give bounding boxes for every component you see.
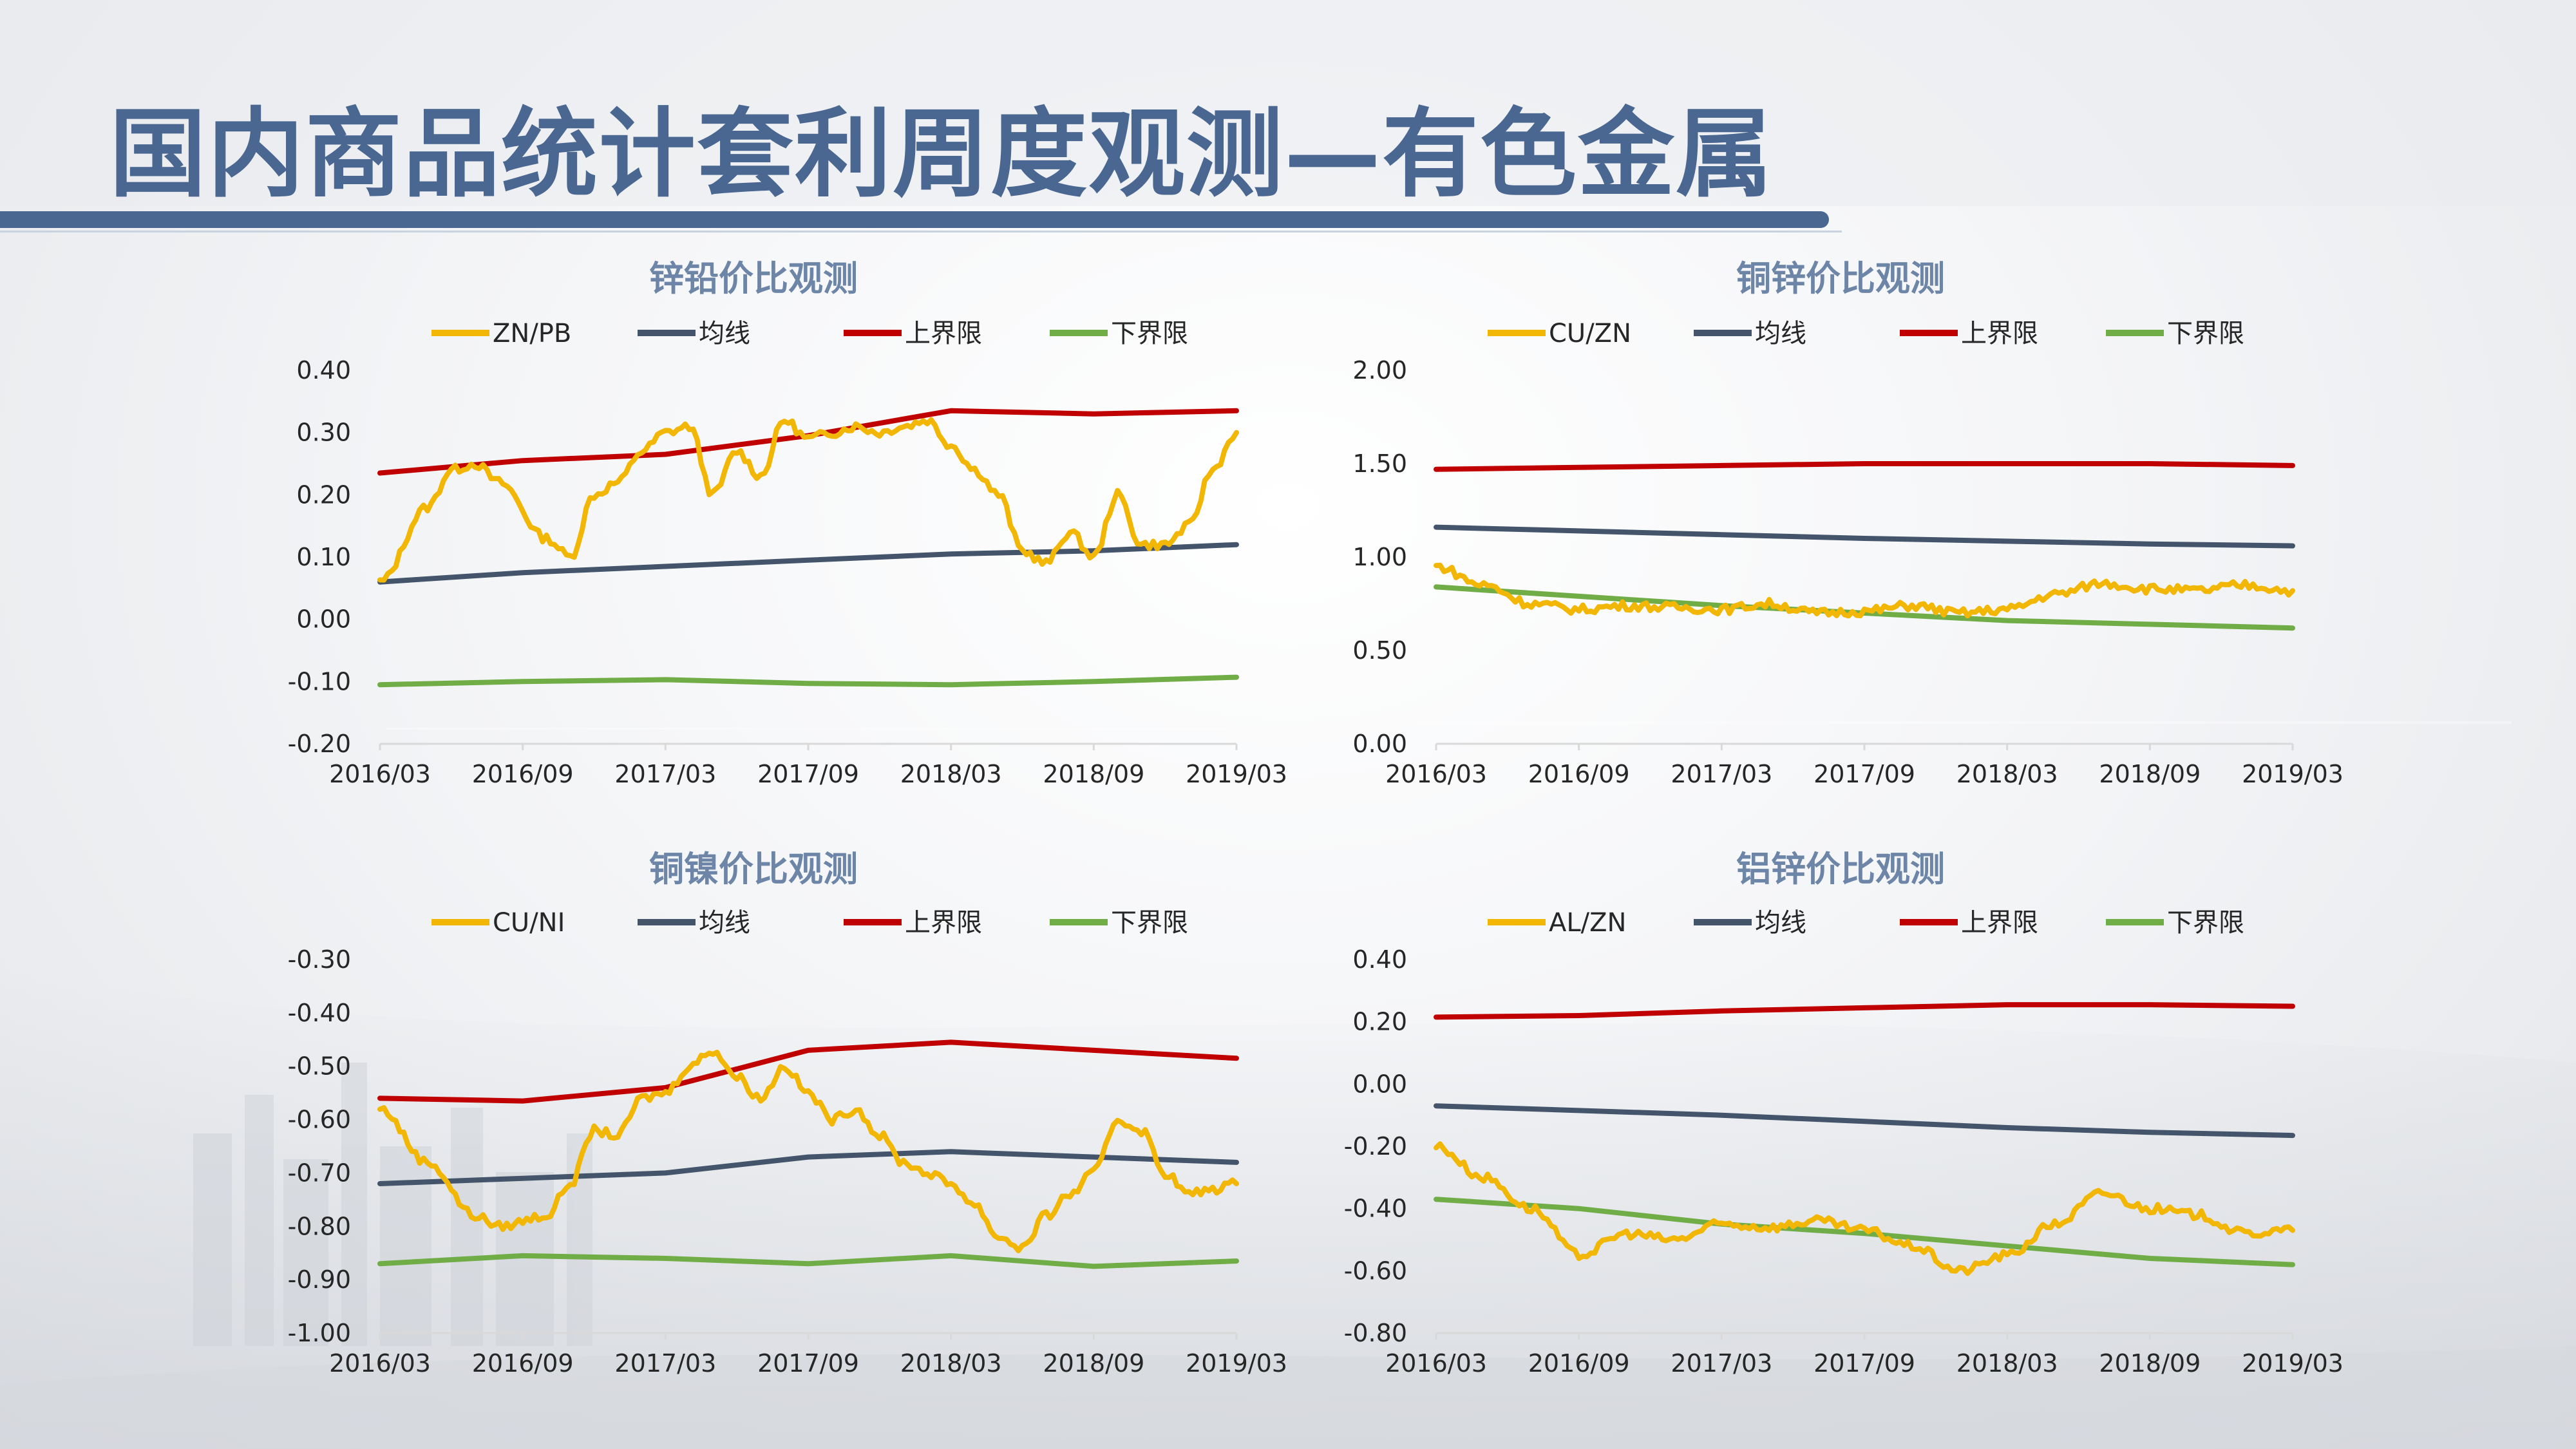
y-tick-label: 2.00: [1352, 356, 1407, 384]
legend-label: 上界限: [1961, 908, 2038, 938]
y-tick-label: -1.00: [288, 1319, 351, 1347]
y-tick-label: 1.00: [1352, 543, 1407, 571]
x-tick-label: 2016/09: [472, 1349, 574, 1378]
y-tick-label: -0.90: [288, 1265, 351, 1294]
series-line-mean: [1434, 1103, 2295, 1139]
series-line-lower: [1434, 1197, 2295, 1267]
series-line-mean: [377, 1149, 1239, 1186]
x-tick-label: 2016/09: [1528, 1349, 1630, 1378]
series-line-upper: [1434, 461, 2295, 472]
x-tick-label: 2017/03: [614, 760, 716, 788]
y-tick-label: 1.50: [1352, 450, 1407, 478]
x-tick-label: 2018/09: [1043, 1349, 1144, 1378]
y-tick-label: 0.40: [296, 356, 351, 384]
x-tick-label: 2016/03: [329, 1349, 431, 1378]
x-tick-label: 2018/03: [900, 1349, 1002, 1378]
legend-label: 均线: [1755, 319, 1806, 348]
x-tick-label: 2016/03: [1385, 760, 1487, 788]
y-tick-label: -0.60: [288, 1106, 351, 1134]
y-tick-label: -0.50: [288, 1052, 351, 1081]
y-tick-label: 0.30: [296, 419, 351, 447]
y-tick-label: -0.20: [1344, 1132, 1407, 1160]
series-line-ratio: [1434, 562, 2295, 619]
y-tick-label: 0.20: [296, 480, 351, 509]
series-line-mean: [1434, 524, 2295, 549]
legend-label: 上界限: [1961, 319, 2038, 348]
x-tick-label: 2019/03: [1186, 760, 1287, 788]
series-line-lower: [377, 674, 1239, 688]
y-tick-label: -0.40: [1344, 1195, 1407, 1223]
x-tick-label: 2018/03: [1956, 1349, 2058, 1378]
chart-cu-zn: CU/ZN 均线 上界限 下界限 2.00 1.50 1.00 0.50 0.002016/03…: [1352, 319, 2344, 788]
x-tick-label: 2019/03: [1186, 1349, 1287, 1378]
chart-title-al-zn: 铝锌价比观测: [1736, 849, 1945, 889]
legend-label: 均线: [699, 908, 750, 938]
x-tick-label: 2017/03: [1671, 760, 1772, 788]
legend-label: ZN/PB: [493, 319, 571, 348]
x-tick-label: 2017/03: [1671, 1349, 1772, 1378]
chart-zn-pb: ZN/PB 均线 上界限 下界限 0.40 0.30 0.20 0.10 0.00 -0.10 -0…: [288, 319, 1287, 788]
title-underline-bar: [0, 211, 1829, 228]
y-tick-label: 0.20: [1352, 1008, 1407, 1036]
legend-label: 上界限: [905, 908, 982, 938]
series-line-upper: [377, 408, 1239, 476]
title-underline-rule: [0, 231, 1842, 232]
y-tick-label: -0.70: [288, 1159, 351, 1187]
x-tick-label: 2016/09: [1528, 760, 1630, 788]
chart-title-cu-zn: 铜锌价比观测: [1736, 258, 1945, 299]
legend-label: 均线: [1755, 908, 1806, 938]
x-tick-label: 2018/03: [900, 760, 1002, 788]
series-line-upper: [1434, 1002, 2295, 1020]
legend-label: CU/ZN: [1549, 319, 1631, 348]
legend-label: 下界限: [2167, 319, 2244, 348]
chart-cu-ni: CU/NI 均线 上界限 下界限 -0.30 -0.40 -0.50 -0.60 -0.70 -0…: [288, 908, 1287, 1378]
y-tick-label: -0.10: [288, 667, 351, 696]
series-line-ratio: [377, 1050, 1239, 1253]
x-tick-label: 2016/09: [472, 760, 574, 788]
x-tick-label: 2018/09: [2099, 760, 2201, 788]
chart-title-cu-ni: 铜镍价比观测: [649, 849, 858, 889]
y-tick-label: 0.40: [1352, 945, 1407, 974]
legend-label: 上界限: [905, 319, 982, 348]
y-tick-label: 0.00: [296, 605, 351, 634]
y-tick-label: 0.00: [1352, 1070, 1407, 1098]
x-tick-label: 2018/09: [2099, 1349, 2201, 1378]
y-tick-label: 0.10: [296, 543, 351, 571]
x-tick-label: 2017/09: [757, 1349, 859, 1378]
chart-title-zn-pb: 锌铅价比观测: [649, 258, 858, 299]
y-tick-label: -0.80: [288, 1212, 351, 1240]
y-tick-label: 0.50: [1352, 636, 1407, 665]
y-tick-label: 0.00: [1352, 730, 1407, 758]
x-tick-label: 2016/03: [1385, 1349, 1487, 1378]
y-tick-label: -0.80: [1344, 1319, 1407, 1347]
series-line-ratio: [377, 417, 1239, 583]
legend-label: AL/ZN: [1549, 908, 1626, 938]
x-tick-label: 2019/03: [2242, 760, 2344, 788]
legend-label: 下界限: [2167, 908, 2244, 938]
legend-label: 下界限: [1111, 908, 1188, 938]
y-tick-label: -0.30: [288, 945, 351, 974]
series-line-ratio: [1434, 1141, 2295, 1276]
y-tick-label: -0.20: [288, 730, 351, 758]
x-tick-label: 2017/09: [757, 760, 859, 788]
legend-label: 均线: [699, 319, 750, 348]
y-tick-label: -0.60: [1344, 1256, 1407, 1285]
legend-label: 下界限: [1111, 319, 1188, 348]
series-line-lower: [377, 1253, 1239, 1269]
series-line-mean: [377, 542, 1239, 585]
x-tick-label: 2018/09: [1043, 760, 1144, 788]
x-tick-label: 2019/03: [2242, 1349, 2344, 1378]
x-tick-label: 2017/09: [1814, 1349, 1915, 1378]
series-line-upper: [377, 1039, 1239, 1104]
x-tick-label: 2017/09: [1814, 760, 1915, 788]
y-tick-label: -0.40: [288, 999, 351, 1027]
x-tick-label: 2016/03: [329, 760, 431, 788]
legend-label: CU/NI: [493, 908, 565, 938]
x-tick-label: 2017/03: [614, 1349, 716, 1378]
x-tick-label: 2018/03: [1956, 760, 2058, 788]
chart-al-zn: AL/ZN 均线 上界限 下界限 0.40 0.20 0.00 -0.20 -0.40 -0.60…: [1344, 908, 2344, 1378]
page-title: 国内商品统计套利周度观测—有色金属: [109, 99, 1774, 211]
